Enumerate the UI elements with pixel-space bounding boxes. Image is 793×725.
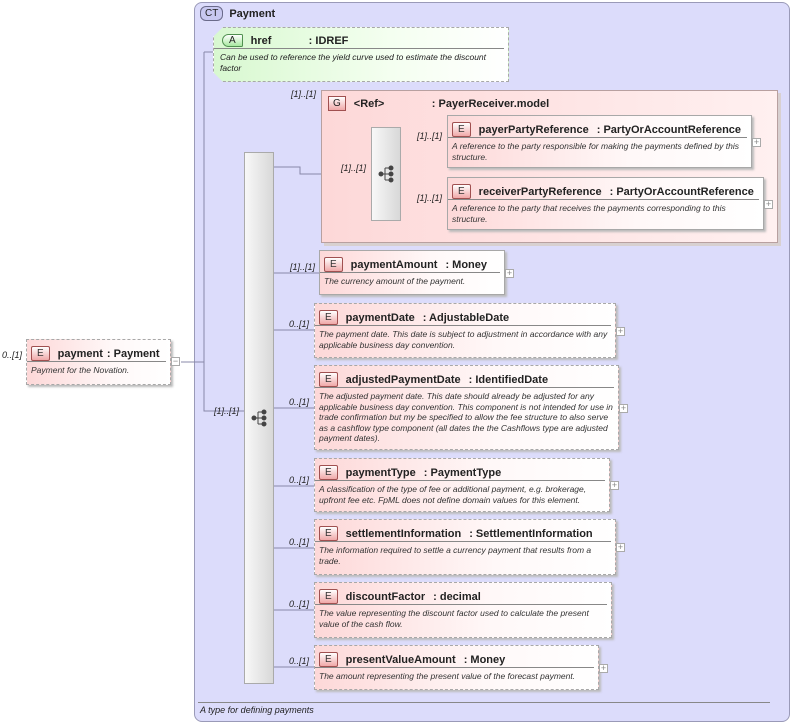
- attribute-type: : IDREF: [308, 34, 349, 47]
- sequence-item-connectors: [273, 272, 319, 668]
- element-description: The currency amount of the payment.: [324, 276, 466, 286]
- element-name: adjustedPaymentDate: [345, 373, 461, 386]
- element-cardinality: 0..[1]: [289, 599, 310, 609]
- complex-type-name: Payment: [229, 7, 276, 20]
- element-type: : Payment: [106, 347, 160, 360]
- receiver-cardinality: [1]..[1]: [417, 193, 443, 203]
- sequence-icon: [251, 409, 267, 427]
- element-description: A reference to the party that receives t…: [452, 203, 726, 224]
- expand-button[interactable]: +: [599, 662, 608, 673]
- element-badge: E: [452, 184, 471, 199]
- attribute-description: Can be used to reference the yield curve…: [220, 52, 487, 73]
- expand-button[interactable]: +: [764, 199, 773, 209]
- element-badge: E: [319, 310, 338, 325]
- element-name: receiverPartyReference: [478, 185, 602, 198]
- root-connector: [181, 51, 244, 412]
- element-cardinality: 0..[1]: [289, 475, 310, 485]
- group-type: : PayerReceiver.model: [431, 97, 550, 110]
- element-description: The information required to settle a cur…: [319, 545, 592, 566]
- element-description: Payment for the Novation.: [31, 365, 130, 375]
- expand-button[interactable]: +: [610, 480, 619, 490]
- element-name: payment: [57, 347, 103, 360]
- element-name: paymentType: [345, 466, 416, 479]
- divider: [198, 702, 770, 703]
- root-cardinality: 0..[1]: [2, 350, 23, 360]
- element-type: : PaymentType: [423, 466, 502, 479]
- attribute-href[interactable]: A href : IDREF Can be used to reference …: [213, 27, 509, 82]
- element-description: The payment date. This date is subject t…: [319, 329, 608, 350]
- element-badge: E: [452, 122, 471, 137]
- element-name: paymentAmount: [350, 258, 438, 271]
- expand-button[interactable]: +: [616, 542, 625, 552]
- element-badge: E: [324, 257, 343, 272]
- element-type: : decimal: [433, 590, 481, 603]
- attribute-name: href: [250, 34, 272, 47]
- element-name: settlementInformation: [345, 527, 462, 540]
- payer-cardinality: [1]..[1]: [417, 131, 443, 141]
- element-name: payerPartyReference: [478, 123, 589, 136]
- element-type: : PartyOrAccountReference: [609, 185, 754, 198]
- expand-button[interactable]: +: [505, 267, 514, 278]
- sequence-cardinality: [1]..[1]: [214, 406, 240, 416]
- element-cardinality: 0..[1]: [289, 397, 310, 407]
- group-badge: G: [328, 96, 346, 111]
- element-type: : PartyOrAccountReference: [596, 123, 742, 136]
- expand-button[interactable]: +: [616, 325, 625, 336]
- element-badge: E: [319, 372, 338, 387]
- element-cardinality: 0..[1]: [289, 537, 310, 547]
- element-description: The value representing the discount fact…: [319, 608, 589, 629]
- group-sequence-compositor[interactable]: [371, 127, 401, 221]
- group-sequence-cardinality: [1]..[1]: [341, 163, 367, 173]
- element-badge: E: [319, 589, 338, 604]
- element-badge: E: [319, 465, 338, 480]
- element-type: : AdjustableDate: [422, 311, 510, 324]
- sequence-compositor[interactable]: [244, 152, 274, 684]
- element-description: The adjusted payment date. This date sho…: [319, 391, 613, 443]
- element-type: : Money: [463, 653, 506, 666]
- expand-button[interactable]: +: [752, 137, 761, 147]
- element-description: A reference to the party responsible for…: [452, 141, 739, 162]
- expand-button[interactable]: +: [619, 402, 628, 413]
- element-type: : IdentifiedDate: [468, 373, 549, 386]
- complex-type-badge: CT: [200, 6, 224, 21]
- element-name: presentValueAmount: [345, 653, 456, 666]
- element-type: : SettlementInformation: [469, 527, 593, 540]
- element-badge: E: [319, 526, 338, 541]
- element-cardinality: [1]..[1]: [290, 262, 316, 272]
- element-description: The amount representing the present valu…: [319, 671, 576, 681]
- group-name: <Ref>: [353, 97, 385, 110]
- complex-type-description: A type for defining payments: [200, 705, 314, 715]
- element-badge: E: [31, 346, 50, 361]
- element-name: paymentDate: [345, 311, 415, 324]
- element-name: discountFactor: [345, 590, 426, 603]
- group-cardinality: [1]..[1]: [291, 89, 317, 99]
- element-type: : Money: [445, 258, 488, 271]
- element-badge: E: [319, 652, 338, 667]
- sequence-icon: [378, 165, 394, 183]
- complex-type-header: CT Payment: [200, 6, 275, 21]
- collapse-button[interactable]: −: [171, 356, 180, 366]
- element-cardinality: 0..[1]: [289, 656, 310, 666]
- element-cardinality: 0..[1]: [289, 319, 310, 329]
- attribute-badge: A: [222, 34, 243, 47]
- element-description: A classification of the type of fee or a…: [319, 484, 587, 505]
